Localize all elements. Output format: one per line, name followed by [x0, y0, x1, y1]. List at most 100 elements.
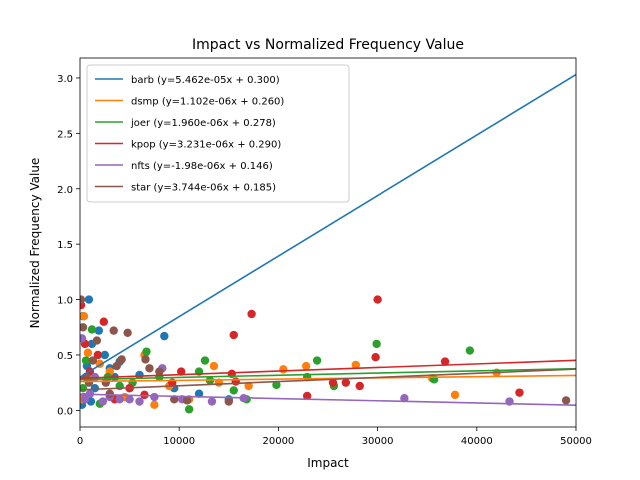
plot-frame — [79, 57, 577, 428]
data-point — [93, 350, 103, 360]
data-point — [80, 395, 90, 404]
data-point — [87, 325, 97, 334]
y-tick-label: 2.0 — [57, 185, 73, 196]
series-nfts-fit-line — [80, 393, 576, 406]
data-point — [371, 352, 380, 362]
legend-label-nfts: nfts (y=-1.98e-06x + 0.146) — [131, 161, 273, 172]
data-point — [194, 389, 204, 398]
legend: barb (y=5.462e-05x + 0.300) dsmp (y=1.102… — [86, 64, 350, 203]
plot-content — [80, 73, 576, 414]
data-point — [100, 350, 110, 360]
data-point — [94, 326, 104, 335]
data-point — [341, 378, 351, 387]
data-point — [135, 397, 144, 406]
data-point — [90, 384, 100, 393]
data-point — [561, 396, 571, 405]
x-tick-label: 0 — [77, 436, 83, 447]
data-point — [272, 380, 281, 390]
data-point — [80, 334, 87, 343]
data-point — [279, 365, 288, 374]
data-point — [440, 357, 450, 366]
legend-label-dsmp: dsmp (y=1.102e-06x + 0.260) — [131, 97, 284, 108]
data-point — [155, 367, 164, 376]
data-point — [244, 381, 253, 391]
data-point — [150, 400, 159, 410]
data-point — [312, 356, 322, 365]
data-point — [109, 326, 118, 335]
data-point — [170, 395, 179, 404]
data-point — [182, 396, 192, 405]
y-tick-label: 0.0 — [57, 406, 73, 417]
data-point — [88, 356, 98, 365]
data-point — [328, 378, 338, 387]
series-star-fit-line — [80, 368, 576, 391]
data-point — [84, 378, 94, 387]
x-tick-label: 20000 — [262, 436, 294, 447]
y-tick-label: 1.5 — [57, 240, 73, 251]
legend-label-joer: joer (y=1.960e-06x + 0.278) — [130, 118, 276, 129]
series-kpop-points — [80, 295, 524, 404]
data-point — [80, 311, 89, 321]
data-point — [141, 355, 150, 364]
data-point — [80, 323, 88, 332]
data-point — [229, 386, 238, 395]
data-point — [117, 355, 126, 364]
series-barb-points — [80, 295, 233, 410]
data-point — [247, 309, 256, 319]
y-axis-label: Normalized Frequency Value — [28, 158, 42, 329]
data-point — [105, 389, 114, 398]
data-point — [207, 397, 217, 406]
y-tick-label: 0.5 — [57, 351, 73, 362]
y-tick-label: 2.5 — [57, 129, 73, 140]
series-barb-fit-line — [80, 73, 576, 378]
data-point — [301, 361, 311, 371]
series-joer-fit-line — [80, 367, 576, 381]
legend-label-kpop: kpop (y=3.231e-06x + 0.290) — [131, 140, 281, 151]
legend-label-star: star (y=3.744e-06x + 0.185) — [131, 183, 276, 194]
chart-title: Impact vs Normalized Frequency Value — [192, 37, 464, 53]
legend-box — [86, 64, 350, 203]
data-point — [302, 391, 312, 401]
data-point — [465, 346, 475, 355]
data-point — [142, 347, 151, 356]
axes: 0 10000 20000 30000 40000 50000 0.0 0.5 1.0 1.5 2.… — [57, 57, 592, 447]
data-point — [184, 405, 194, 414]
data-point — [200, 356, 210, 365]
data-point — [351, 360, 360, 370]
data-point — [209, 361, 219, 371]
data-point — [176, 367, 186, 376]
x-axis-label: Impact — [307, 456, 349, 470]
y-tick-label: 1.0 — [57, 296, 73, 307]
data-point — [372, 339, 381, 349]
data-point — [115, 395, 124, 404]
data-point — [125, 395, 134, 404]
data-point — [400, 393, 409, 403]
data-point — [123, 328, 132, 338]
data-point — [112, 361, 121, 371]
data-point — [92, 336, 102, 345]
data-point — [515, 388, 524, 397]
data-point — [231, 377, 240, 386]
x-tick-label: 40000 — [461, 436, 493, 447]
data-point — [83, 348, 93, 357]
x-tick-label: 10000 — [163, 436, 195, 447]
plot-area — [80, 73, 576, 414]
data-point — [98, 397, 108, 406]
data-point — [80, 295, 86, 304]
data-point — [224, 397, 233, 406]
y-tick-label: 3.0 — [57, 74, 73, 85]
x-tick-label: 50000 — [560, 436, 592, 447]
data-point — [160, 331, 169, 341]
data-point — [355, 381, 364, 391]
data-point — [229, 330, 238, 340]
data-point — [81, 356, 91, 365]
series-dsmp-fit-line — [80, 374, 576, 383]
data-point — [450, 390, 460, 400]
legend-label-barb: barb (y=5.462e-05x + 0.300) — [131, 75, 280, 86]
data-point — [150, 392, 159, 402]
series-kpop-fit-line — [80, 359, 576, 380]
series-star-points — [80, 295, 571, 406]
data-point — [145, 364, 154, 373]
data-point — [84, 295, 94, 304]
